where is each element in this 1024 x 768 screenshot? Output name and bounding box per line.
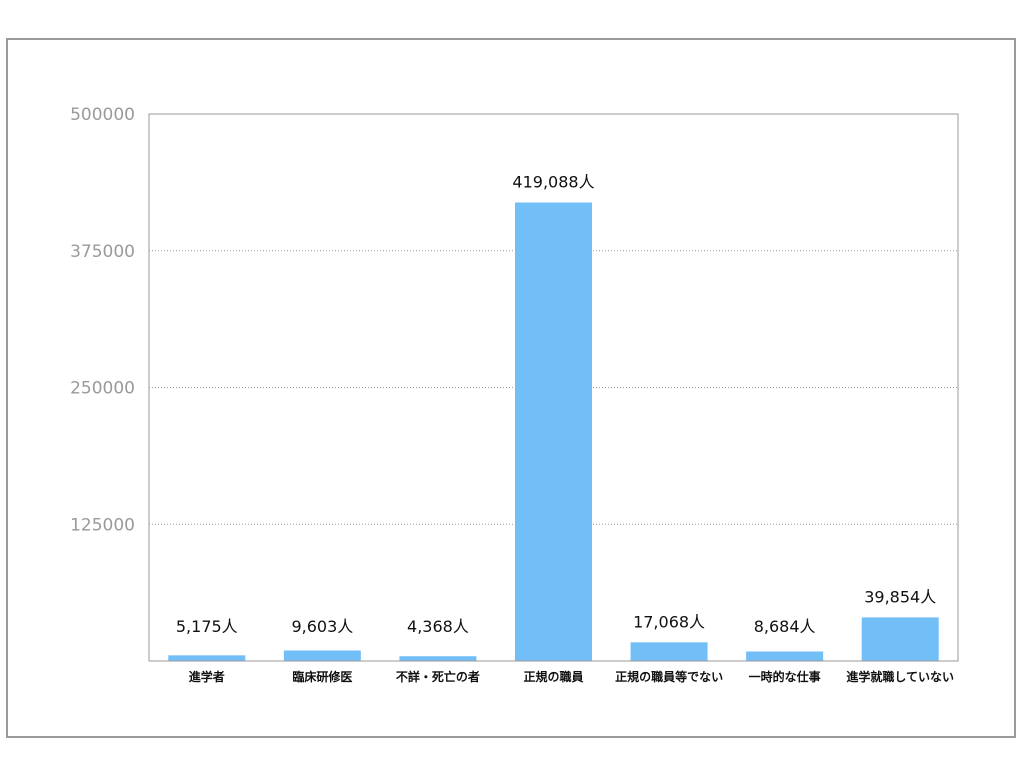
x-axis-ticks: 進学者 臨床研修医 不詳・死亡の者 正規の職員 正規の職員等でない 一時的な仕事 進学就職し… [189,669,954,684]
bar [515,202,592,661]
bar [168,655,246,661]
data-label: 17,068人 [633,612,705,631]
bar [399,656,477,661]
data-labels: 5,175人 9,603人 4,368人 419,088人 17,068人 8,684人 3… [176,173,936,636]
bar [283,650,361,661]
y-tick-label: 500000 [70,105,135,125]
x-tick-label: 臨床研修医 [292,669,352,684]
data-label: 5,175人 [176,617,238,636]
data-label: 4,368人 [407,617,469,636]
data-label: 8,684人 [754,617,816,636]
data-label: 39,854人 [864,587,936,606]
y-tick-label: 125000 [70,515,135,535]
bar [861,617,939,661]
x-tick-label: 進学者 [189,669,225,684]
chart-frame [6,38,1016,738]
y-axis-ticks: 500000 375000 250000 125000 [70,105,135,535]
y-tick-label: 375000 [70,242,135,262]
bar [630,642,708,661]
x-tick-label: 進学就職していない [846,669,954,684]
x-tick-label: 正規の職員 [523,669,583,684]
bar [746,651,824,661]
data-label: 419,088人 [512,173,594,192]
bars [168,202,939,661]
y-tick-label: 250000 [70,379,135,399]
x-tick-label: 一時的な仕事 [749,669,821,684]
x-tick-label: 正規の職員等でない [615,669,723,684]
plot-area-border [148,113,959,662]
data-label: 9,603人 [291,617,353,636]
x-tick-label: 不詳・死亡の者 [396,669,480,684]
